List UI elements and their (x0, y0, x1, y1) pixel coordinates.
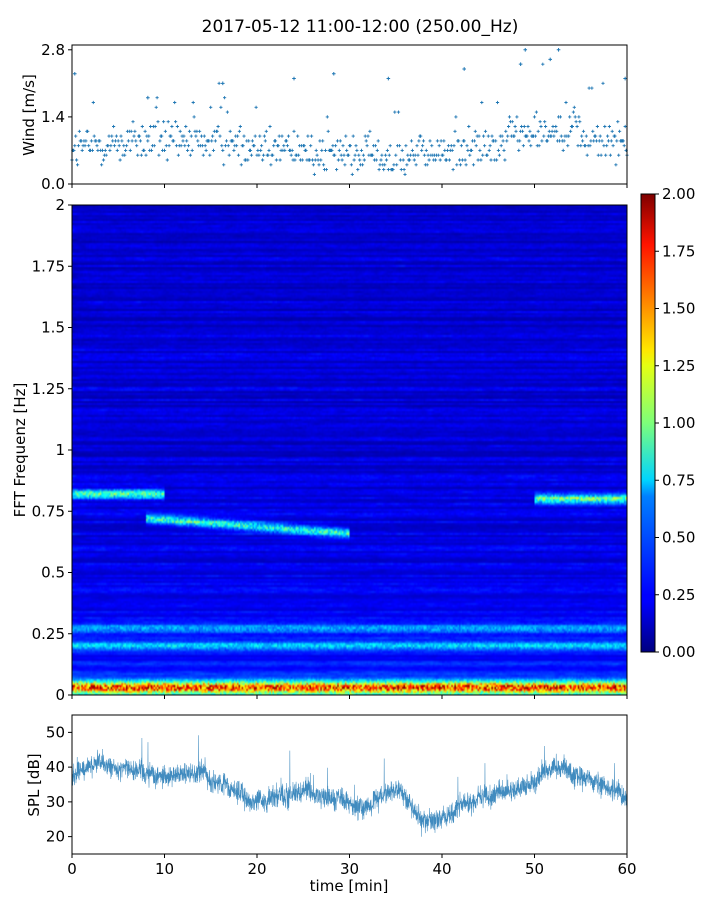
spl-x-ticks: 0 10 20 30 40 50 60 (67, 854, 637, 878)
spl-x-tick-label: 60 (617, 860, 636, 878)
spl-x-tick-label: 20 (247, 860, 266, 878)
spl-y-tick-label: 40 (46, 758, 65, 776)
spl-y-ticks: 20 30 40 50 (46, 723, 72, 846)
colorbar-tick-label: 0.25 (662, 586, 695, 604)
spectrogram-y-tick-label: 0.25 (32, 625, 65, 643)
spl-y-tick-label: 50 (46, 723, 65, 741)
wind-gust-point (292, 76, 296, 81)
spectrogram-y-tick-label: 1.25 (32, 380, 65, 398)
spl-x-tick-label: 0 (67, 860, 77, 878)
spl-panel: 20 30 40 50 0 10 20 30 40 50 60 SPL [dB] time [mi… (25, 714, 637, 895)
chart-title: 2017-05-12 11:00-12:00 (250.00_Hz) (202, 17, 519, 37)
spl-x-tick-label: 40 (432, 860, 451, 878)
wind-gust-point (72, 71, 77, 76)
wind-gust-point (556, 47, 561, 52)
spl-series-line (71, 735, 628, 837)
spl-x-label: time [min] (310, 877, 389, 895)
spectrogram-y-tick-label: 1.75 (32, 257, 65, 275)
wind-y-ticks: 0.0 1.4 2.8 (41, 41, 72, 193)
spl-x-tick-label: 30 (340, 860, 359, 878)
spectrogram-image (72, 205, 627, 695)
spl-x-tick-label: 10 (155, 860, 174, 878)
colorbar-tick-label: 1.50 (662, 300, 695, 318)
spl-y-label: SPL [dB] (25, 753, 43, 816)
wind-gust-point (220, 81, 225, 86)
spectrogram-y-label: FFT Frequenz [Hz] (11, 383, 29, 518)
wind-x-ticks (71, 184, 628, 188)
spl-y-tick-label: 30 (46, 793, 65, 811)
wind-y-tick-label: 0.0 (41, 175, 65, 193)
spl-y-tick-label: 20 (46, 828, 65, 846)
wind-gust-point (386, 76, 391, 81)
spectrogram-y-tick-label: 0.5 (41, 564, 65, 582)
colorbar-tick-label: 0.00 (662, 643, 695, 661)
wind-gust-point (518, 62, 523, 66)
wind-gust-point (462, 67, 466, 71)
colorbar-gradient (641, 194, 655, 652)
spectrogram-panel: 0 0.25 0.5 0.75 1 1.25 1.5 1.75 2 FFT Frequenz [… (11, 196, 628, 704)
wind-gust-point (523, 47, 528, 52)
colorbar-tick-label: 0.75 (662, 471, 695, 489)
wind-y-tick-label: 1.4 (41, 108, 65, 126)
spectrogram-y-tick-label: 0 (55, 686, 65, 704)
spectrogram-y-tick-label: 1 (55, 441, 65, 459)
colorbar-tick-label: 1.25 (662, 357, 695, 375)
spectrogram-y-tick-label: 2 (55, 196, 65, 214)
colorbar-tick-label: 0.50 (662, 529, 695, 547)
colorbar: 0.00 0.25 0.50 0.75 1.00 1.25 1.50 1.75 2.00 (640, 185, 695, 661)
spectrogram-y-tick-label: 0.75 (32, 502, 65, 520)
colorbar-ticks: 0.00 0.25 0.50 0.75 1.00 1.25 1.50 1.75 2.00 (655, 185, 695, 661)
spl-x-tick-label: 50 (525, 860, 544, 878)
wind-points (70, 47, 629, 176)
wind-markers (70, 62, 629, 176)
wind-y-label: Wind [m/s] (20, 74, 38, 156)
wind-axes-frame (71, 44, 628, 185)
spectrogram-y-tick-label: 1.5 (41, 319, 65, 337)
colorbar-tick-label: 1.00 (662, 414, 695, 432)
wind-y-tick-label: 2.8 (41, 41, 65, 59)
wind-gust-point (623, 76, 627, 81)
wind-panel: 0.0 1.4 2.8 Wind [m/s] (20, 41, 629, 193)
wind-gust-point (331, 71, 336, 76)
colorbar-tick-label: 1.75 (662, 242, 695, 260)
spl-axes-frame (71, 714, 628, 855)
wind-gust-point (146, 95, 150, 100)
spectrogram-x-ticks (71, 695, 628, 699)
colorbar-tick-label: 2.00 (662, 185, 695, 203)
wind-gust-point (548, 57, 553, 62)
spectrogram-y-ticks: 0 0.25 0.5 0.75 1 1.25 1.5 1.75 2 (32, 196, 72, 704)
